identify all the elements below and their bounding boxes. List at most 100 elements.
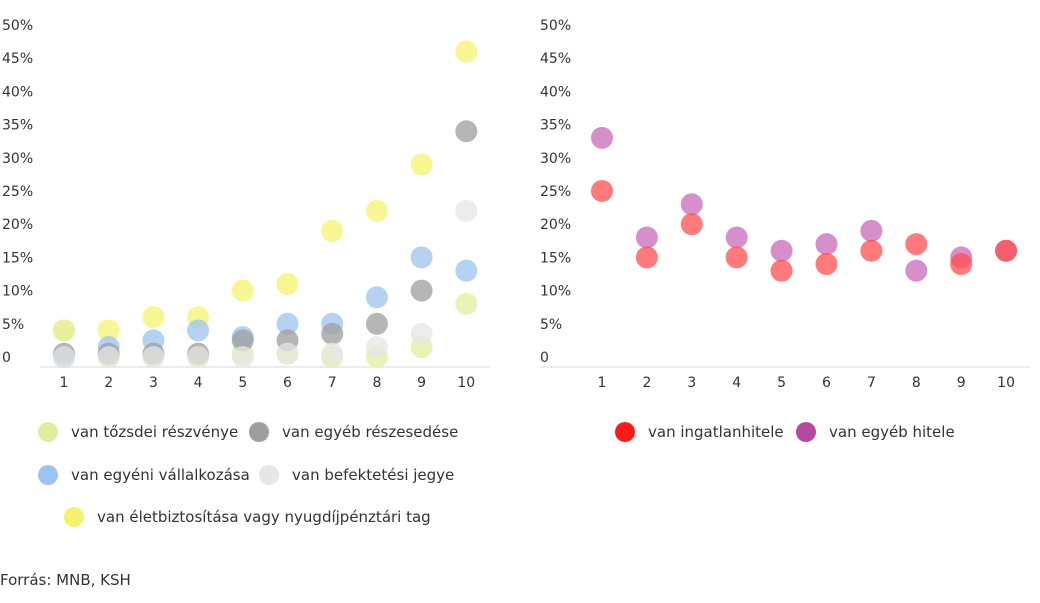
data-point (905, 259, 928, 282)
x-tick-label: 9 (417, 375, 426, 391)
data-point (455, 120, 478, 143)
x-tick-label: 3 (149, 375, 158, 391)
data-point (635, 226, 658, 249)
data-point (680, 213, 703, 236)
y-tick-label: 5% (540, 317, 562, 333)
data-point (455, 40, 478, 63)
data-point (365, 336, 388, 359)
legend-marker (615, 422, 635, 442)
y-tick-label: 0 (540, 350, 549, 366)
data-point (53, 346, 75, 368)
data-point (142, 346, 165, 368)
y-tick-label: 30% (540, 151, 571, 167)
y-tick-label: 0 (2, 350, 11, 366)
data-point (995, 239, 1018, 262)
data-point (815, 233, 838, 256)
legend-marker (38, 465, 58, 485)
left-scatter-chart: 50% 45% 40% 35% 30% 25% 20% 15% 10% 5% 0 1 2 3 4 5 6 7 8 9 1… (2, 18, 490, 527)
data-point (815, 253, 838, 276)
data-point (860, 239, 883, 262)
legend-marker (64, 507, 84, 527)
data-point (410, 322, 433, 345)
legend-marker (38, 422, 58, 442)
x-tick-label: 8 (912, 375, 921, 391)
x-tick-label: 5 (238, 375, 247, 391)
data-point (591, 180, 613, 202)
data-point (53, 319, 75, 342)
y-tick-label: 25% (2, 184, 33, 200)
data-point (770, 239, 793, 262)
y-tick-label: 50% (540, 18, 571, 34)
x-tick-label: 10 (997, 375, 1015, 391)
x-tick-label: 2 (642, 375, 651, 391)
data-point (950, 253, 973, 276)
data-point (276, 342, 299, 365)
x-tick-label: 1 (598, 375, 607, 391)
data-point (365, 286, 388, 309)
legend-label: van befektetési jegye (292, 466, 454, 484)
legend-marker (259, 465, 279, 485)
x-tick-label: 3 (687, 375, 696, 391)
y-tick-label: 15% (2, 250, 33, 266)
data-point (770, 259, 793, 282)
y-tick-label: 50% (2, 18, 33, 34)
data-point (142, 306, 165, 329)
y-tick-label: 35% (2, 118, 33, 134)
legend-marker (796, 422, 816, 442)
y-tick-label: 10% (2, 284, 33, 300)
data-point (410, 153, 433, 176)
data-point (455, 259, 478, 282)
x-tick-label: 5 (777, 375, 786, 391)
y-tick-label: 20% (2, 217, 33, 233)
data-point (231, 329, 254, 352)
data-point (905, 233, 928, 256)
right-scatter-chart: 50% 45% 40% 35% 30% 25% 20% 15% 10% 5% 0 1 2 3 4 5 6 7 8 9 1… (540, 18, 1030, 442)
legend-label: van egyéb részesedése (282, 423, 458, 441)
y-tick-label: 20% (540, 217, 571, 233)
data-point (635, 246, 658, 269)
data-point (680, 193, 703, 216)
legend-label: van életbiztosítása vagy nyugdíjpénztári… (97, 508, 431, 526)
legend-label: van egyéb hitele (829, 423, 955, 441)
x-tick-label: 4 (732, 375, 741, 391)
x-tick-label: 1 (60, 375, 69, 391)
data-point (187, 346, 210, 368)
legend-marker (249, 422, 269, 442)
x-tick-label: 10 (457, 375, 475, 391)
y-tick-label: 45% (540, 51, 571, 67)
data-point (410, 279, 433, 302)
y-tick-label: 5% (2, 317, 24, 333)
data-point (365, 312, 388, 335)
data-point (187, 319, 210, 342)
charts-svg: 50%45%40%35%30%25%20%15%10%5%01 2 3 4 5 6 7 8 9 1… (2, 18, 1030, 527)
x-tick-label: 4 (194, 375, 203, 391)
data-point (321, 322, 344, 345)
data-point (591, 126, 613, 149)
x-tick-label: 9 (957, 375, 966, 391)
data-point (97, 319, 120, 342)
legend-label: van tőzsdei részvénye (71, 423, 238, 441)
data-point (231, 346, 254, 368)
data-point (276, 272, 299, 295)
data-point (455, 199, 478, 222)
data-point (860, 219, 883, 242)
data-point (410, 246, 433, 269)
data-point (276, 312, 299, 335)
data-point (97, 346, 120, 368)
data-point (455, 292, 478, 315)
x-tick-label: 8 (372, 375, 381, 391)
data-point (725, 246, 748, 269)
legend-label: van egyéni vállalkozása (71, 466, 250, 484)
x-tick-label: 6 (283, 375, 292, 391)
y-tick-label: 15% (540, 250, 571, 266)
x-tick-label: 7 (867, 375, 876, 391)
y-tick-label: 30% (2, 151, 33, 167)
data-point (725, 226, 748, 249)
x-tick-label: 6 (822, 375, 831, 391)
y-tick-label: 40% (540, 84, 571, 100)
source-note: Forrás: MNB, KSH (0, 571, 131, 589)
y-tick-label: 25% (540, 184, 571, 200)
data-point (365, 199, 388, 222)
y-tick-label: 45% (2, 51, 33, 67)
x-tick-label: 7 (328, 375, 337, 391)
